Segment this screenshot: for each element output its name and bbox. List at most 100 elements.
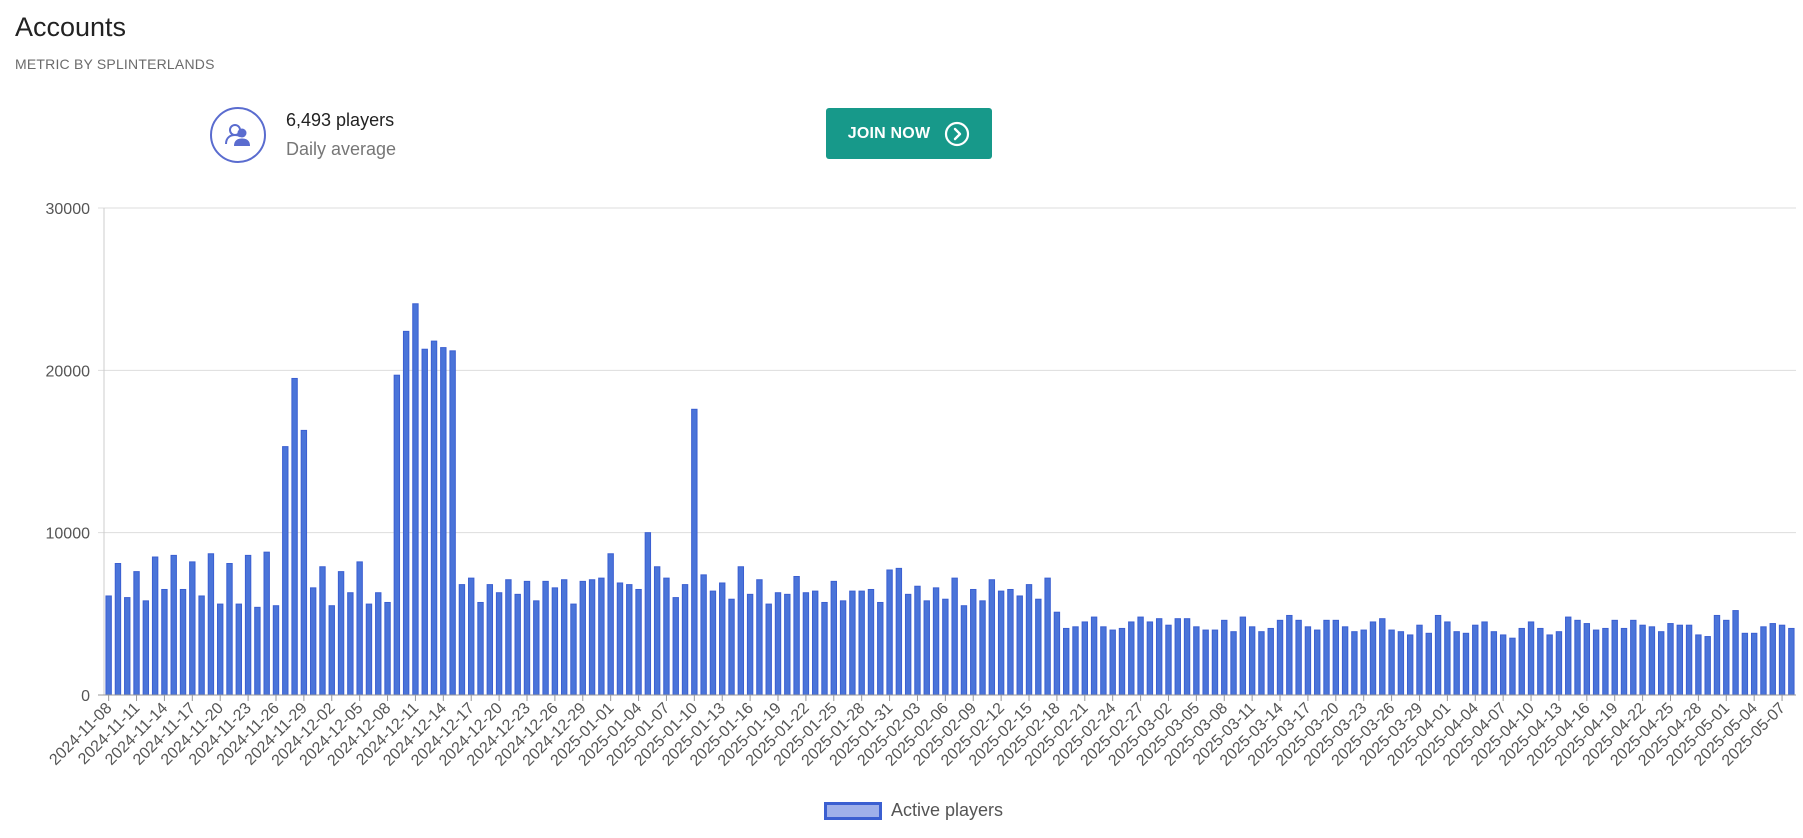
bar — [375, 592, 382, 696]
bar — [1072, 626, 1079, 696]
bar — [793, 576, 800, 696]
bar — [1258, 631, 1265, 696]
bar — [1109, 629, 1116, 696]
users-icon — [210, 107, 266, 163]
bar — [886, 569, 893, 696]
bar — [709, 590, 717, 696]
bar — [1723, 619, 1730, 696]
bar — [802, 592, 810, 696]
bar — [1146, 621, 1154, 696]
bar — [421, 348, 428, 696]
bar — [1685, 624, 1693, 696]
join-now-label: JOIN NOW — [847, 124, 931, 142]
bar — [226, 563, 233, 696]
bar — [570, 603, 577, 696]
bar — [1025, 584, 1033, 696]
bar — [105, 595, 112, 696]
bar — [1314, 629, 1321, 696]
bar — [774, 592, 782, 696]
bar — [1704, 636, 1711, 696]
bar — [895, 567, 903, 696]
bar — [765, 603, 772, 696]
bar — [124, 597, 131, 696]
bar — [319, 566, 326, 696]
bar — [458, 584, 466, 696]
bar — [551, 587, 559, 696]
bar — [1332, 619, 1340, 696]
bar — [1639, 624, 1646, 696]
bar — [607, 553, 614, 696]
bar — [1388, 629, 1395, 696]
bar — [189, 561, 196, 696]
bar — [1202, 629, 1209, 696]
bar — [1248, 626, 1256, 696]
bar — [988, 579, 996, 696]
bar — [384, 601, 391, 696]
bar — [393, 374, 401, 696]
bar — [1360, 629, 1367, 696]
bar — [812, 590, 819, 696]
legend-label: Active players — [891, 800, 1004, 820]
bar — [486, 584, 494, 696]
bar — [1592, 629, 1600, 696]
bar — [1732, 610, 1739, 696]
bar — [1555, 631, 1563, 696]
bar — [1369, 621, 1377, 696]
bar — [1453, 631, 1460, 696]
bar — [1648, 626, 1656, 696]
bar — [1499, 634, 1507, 696]
bar — [598, 577, 605, 696]
join-now-button[interactable]: JOIN NOW — [826, 108, 992, 159]
bar — [1304, 626, 1312, 696]
y-tick-label: 20000 — [46, 363, 91, 380]
bar — [1276, 619, 1284, 696]
bar — [114, 563, 122, 696]
bar — [495, 592, 503, 696]
bar — [477, 601, 484, 696]
bar — [412, 303, 419, 696]
bar — [932, 587, 940, 696]
bar — [877, 601, 884, 696]
bar — [1490, 631, 1498, 696]
bar — [1434, 614, 1442, 696]
bar — [1044, 577, 1051, 696]
bar — [914, 585, 921, 696]
bar — [1509, 637, 1516, 696]
bar — [170, 554, 177, 696]
bar — [161, 588, 168, 696]
bar — [1016, 595, 1023, 696]
bar — [1053, 611, 1061, 696]
bar — [356, 561, 363, 696]
bar — [1472, 624, 1479, 696]
bar — [207, 553, 215, 696]
bar — [904, 593, 912, 696]
bar — [784, 593, 791, 696]
bar — [1323, 619, 1330, 696]
bar — [588, 579, 596, 696]
bar — [1778, 624, 1786, 696]
bar — [1620, 627, 1628, 696]
bar — [198, 595, 205, 696]
y-tick-label: 10000 — [46, 526, 91, 543]
bar — [1406, 634, 1414, 696]
bar — [328, 605, 335, 696]
bar — [300, 429, 308, 696]
bar — [1221, 619, 1228, 696]
bar — [867, 588, 875, 696]
bar — [1155, 618, 1163, 696]
bar — [1574, 619, 1581, 696]
bar — [1137, 616, 1144, 696]
bar — [616, 582, 624, 696]
bar — [560, 579, 568, 696]
bar — [951, 577, 958, 696]
bar — [291, 377, 298, 696]
bar — [1193, 626, 1200, 696]
bar — [839, 600, 847, 696]
legend-swatch — [824, 801, 882, 820]
bar — [1565, 616, 1572, 696]
bar — [719, 582, 726, 696]
bar — [970, 588, 977, 696]
bar — [468, 577, 475, 696]
bar — [979, 600, 986, 696]
bar — [1230, 631, 1237, 696]
